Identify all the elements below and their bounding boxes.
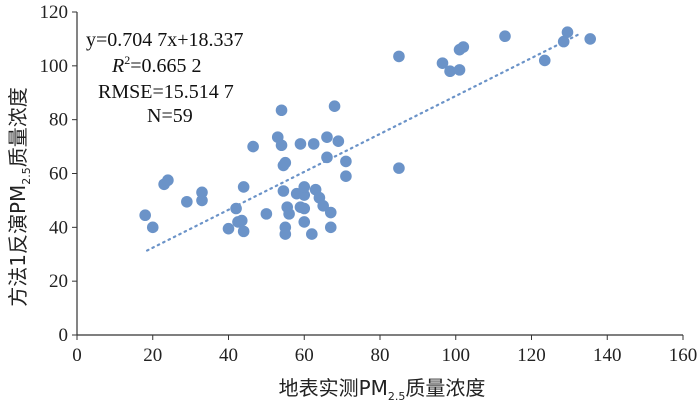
y-tick-label: 0: [59, 325, 69, 346]
x-tick-label: 60: [295, 345, 314, 366]
x-axis-title-sub: 2.5: [388, 390, 406, 403]
data-point: [181, 195, 193, 208]
rmse-label: RMSE=15.514 7: [98, 81, 234, 103]
data-point: [324, 221, 337, 234]
data-point: [321, 131, 333, 143]
regression-line: [145, 32, 582, 252]
x-tick-label: 0: [72, 345, 82, 366]
r-squared-symbol: R: [111, 55, 124, 77]
data-point: [260, 208, 273, 220]
x-tick-label: 20: [143, 345, 162, 366]
tick-marks: 0 20 40 60 80 100 120 140 160 0 20 40 60 80 100 120: [40, 2, 698, 366]
data-point: [139, 209, 151, 222]
x-axis-title-suffix: 质量浓度: [405, 376, 485, 400]
x-tick-label: 40: [219, 345, 238, 366]
data-point: [324, 206, 337, 219]
data-point: [393, 50, 405, 63]
data-point: [196, 186, 208, 199]
y-tick-label: 40: [49, 217, 68, 238]
data-point: [557, 35, 570, 48]
data-point: [306, 228, 318, 240]
x-axis-title-main: 地表实测PM: [279, 376, 388, 400]
data-point: [444, 65, 456, 78]
equation-label: y=0.704 7x+18.337: [86, 29, 244, 51]
r-squared-superscript: 2: [124, 53, 130, 67]
data-point: [332, 135, 345, 147]
data-point: [457, 41, 470, 53]
y-axis-title-suffix: 质量浓度: [6, 87, 30, 167]
data-point: [196, 194, 208, 207]
data-point: [283, 208, 295, 220]
y-tick-label: 60: [49, 164, 68, 185]
data-point: [298, 189, 311, 201]
y-axis-title-sub: 2.5: [20, 167, 33, 185]
data-point: [230, 202, 242, 215]
x-tick-label: 140: [593, 345, 622, 366]
y-axis-title: 方法1反演PM2.5质量浓度: [6, 87, 33, 307]
y-axis-title-main: 方法1反演PM: [6, 185, 30, 307]
r-squared-label: R2=0.665 2: [111, 53, 202, 77]
x-tick-label: 80: [371, 345, 390, 366]
n-label: N=59: [147, 105, 193, 127]
data-point: [298, 181, 311, 193]
annotation-box: y=0.704 7x+18.337 R2=0.665 2 RMSE=15.514…: [86, 29, 244, 127]
data-point: [298, 216, 311, 228]
data-point: [321, 151, 333, 164]
data-point: [561, 26, 574, 38]
data-point: [499, 30, 511, 43]
data-point: [317, 200, 329, 212]
data-point: [436, 57, 449, 69]
data-point: [247, 140, 259, 153]
data-point: [237, 181, 250, 193]
data-point: [294, 138, 307, 150]
data-point: [340, 170, 352, 182]
x-tick-label: 100: [442, 345, 471, 366]
y-tick-label: 100: [40, 56, 69, 77]
regression-line-group: [145, 32, 582, 252]
data-point: [277, 185, 290, 197]
data-point: [307, 138, 320, 150]
data-point: [279, 156, 292, 169]
data-point: [162, 174, 174, 187]
data-point: [146, 221, 159, 234]
r-squared-value: =0.665 2: [130, 55, 201, 77]
data-point: [235, 214, 248, 227]
x-tick-label: 120: [517, 345, 546, 366]
y-tick-label: 120: [40, 2, 69, 23]
data-point: [584, 33, 597, 45]
data-point: [538, 54, 551, 67]
data-point: [279, 228, 292, 240]
data-point: [453, 64, 466, 76]
data-point: [298, 202, 311, 215]
x-tick-label: 160: [669, 345, 698, 366]
data-point: [340, 155, 352, 168]
data-point: [237, 225, 250, 238]
data-point: [328, 100, 341, 113]
y-tick-label: 80: [49, 110, 68, 131]
x-axis-title: 地表实测PM2.5质量浓度: [279, 376, 486, 403]
data-points: [139, 26, 597, 240]
data-point: [275, 104, 288, 117]
data-point: [222, 222, 235, 235]
y-tick-label: 20: [49, 271, 68, 292]
data-point: [275, 139, 288, 152]
data-point: [393, 162, 405, 174]
